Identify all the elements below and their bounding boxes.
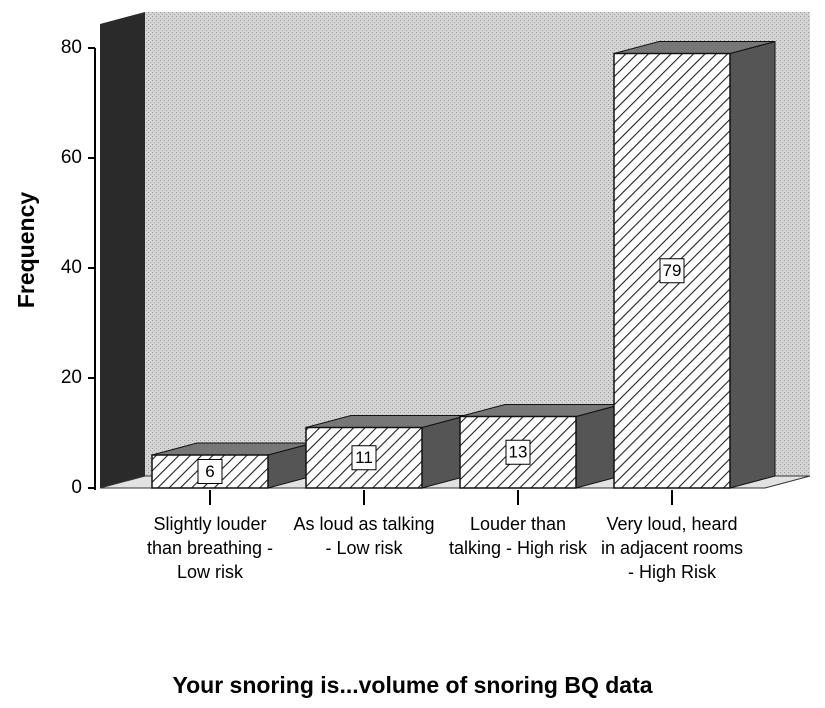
value-label-box	[351, 445, 377, 471]
value-label-box	[659, 258, 685, 284]
y-tick-label: 20	[61, 367, 82, 388]
chart-title: Your snoring is...volume of snoring BQ d…	[172, 672, 653, 698]
value-label: 6	[205, 462, 214, 481]
side-wall	[100, 12, 145, 488]
x-tick-label: Slightly louder than breathing -Low risk	[146, 514, 274, 582]
x-tick-label: Louder than talking - High risk	[448, 514, 588, 558]
y-tick-label: 80	[61, 37, 82, 58]
x-tick-label: Very loud, heard in adjacent rooms - Hig…	[600, 514, 744, 582]
value-label: 79	[663, 261, 682, 280]
x-tick-label: As loud as talking - Low risk	[293, 514, 435, 558]
y-tick-label: 60	[61, 147, 82, 168]
y-tick-label: 0	[71, 477, 82, 498]
bar-side	[729, 40, 776, 489]
y-tick-label: 40	[61, 257, 82, 278]
y-axis-label: Frequency	[13, 192, 39, 309]
value-label: 13	[509, 443, 528, 462]
value-label: 11	[355, 448, 373, 467]
value-label-box	[197, 459, 223, 484]
value-label-box	[505, 439, 531, 465]
